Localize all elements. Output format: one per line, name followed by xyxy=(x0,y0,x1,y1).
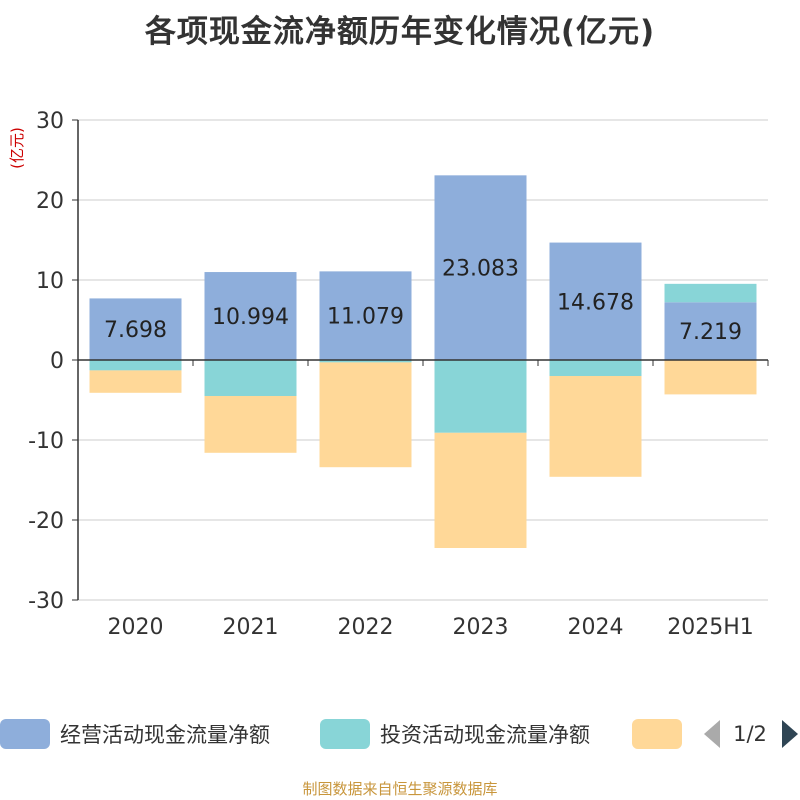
legend-swatch-operating xyxy=(0,719,50,749)
x-tick-label: 2024 xyxy=(568,615,624,640)
y-unit-label: (亿元) xyxy=(8,127,26,169)
x-tick-label: 2025H1 xyxy=(667,615,754,640)
bar-series0-2020[interactable] xyxy=(89,298,182,360)
y-tick-label: 0 xyxy=(50,349,64,374)
legend-label-operating: 经营活动现金流量净额 xyxy=(60,723,270,747)
bar-series1-2023[interactable] xyxy=(434,360,527,433)
y-tick-label: -20 xyxy=(28,509,64,534)
legend-page-indicator: 1/2 xyxy=(733,722,767,746)
grid-lines xyxy=(78,119,768,601)
data-label-2020: 7.698 xyxy=(104,318,167,343)
bar-series2-2023[interactable] xyxy=(434,432,527,548)
legend-swatch-investing xyxy=(320,719,370,749)
data-label-2023: 23.083 xyxy=(442,257,519,282)
source-note: 制图数据来自恒生聚源数据库 xyxy=(302,780,498,798)
y-tick-label: 10 xyxy=(36,269,64,294)
legend: 经营活动现金流量净额 投资活动现金流量净额 1/2 xyxy=(0,716,800,756)
bar-series1-2024[interactable] xyxy=(549,360,642,376)
x-tick-label: 2023 xyxy=(453,615,509,640)
bar-series1-2021[interactable] xyxy=(204,360,297,396)
x-tick-label: 2022 xyxy=(338,615,394,640)
data-label-2021: 10.994 xyxy=(212,305,289,330)
data-label-2024: 14.678 xyxy=(557,290,634,315)
legend-item-investing[interactable]: 投资活动现金流量净额 xyxy=(320,716,590,752)
bar-series2-2025H1[interactable] xyxy=(664,360,757,395)
y-tick-label: 20 xyxy=(36,189,64,214)
legend-prev-icon[interactable] xyxy=(704,720,720,748)
x-tick-label: 2020 xyxy=(108,615,164,640)
data-label-2022: 11.079 xyxy=(327,305,404,330)
axes: (亿元) 30 20 10 0 -10 -20 -30 2020 2021 2022 2023 2024… xyxy=(8,109,769,640)
bars xyxy=(89,175,757,548)
legend-next-icon[interactable] xyxy=(782,720,798,748)
legend-item-operating[interactable]: 经营活动现金流量净额 xyxy=(0,716,270,752)
data-labels: 7.698 10.994 11.079 23.083 14.678 7.219 xyxy=(104,257,742,345)
bar-series1-2022[interactable] xyxy=(319,360,412,363)
legend-pager: 1/2 xyxy=(704,720,798,748)
y-tick-label: -30 xyxy=(28,589,64,614)
legend-swatch-financing xyxy=(632,719,682,749)
bar-series2-2020[interactable] xyxy=(89,370,182,393)
x-tick-label: 2021 xyxy=(223,615,279,640)
bar-series0-2023[interactable] xyxy=(434,175,527,360)
chart-plot: (亿元) 30 20 10 0 -10 -20 -30 2020 2021 2022 2023 2024… xyxy=(8,109,769,640)
bar-series2-2024[interactable] xyxy=(549,376,642,477)
data-label-2025H1: 7.219 xyxy=(679,320,742,345)
bar-series2-2022[interactable] xyxy=(319,362,412,468)
legend-label-investing: 投资活动现金流量净额 xyxy=(380,723,590,747)
bar-series1-2020[interactable] xyxy=(89,360,182,371)
legend-item-financing[interactable] xyxy=(632,716,692,752)
bar-series2-2021[interactable] xyxy=(204,396,297,453)
bar-series0-2025H1[interactable] xyxy=(664,302,757,360)
bar-series1-2025H1[interactable] xyxy=(664,283,757,303)
y-tick-label: 30 xyxy=(36,109,64,134)
bar-series0-2021[interactable] xyxy=(204,272,297,360)
y-tick-label: -10 xyxy=(28,429,64,454)
chart-title: 各项现金流净额历年变化情况(亿元) xyxy=(144,14,656,50)
bar-series0-2024[interactable] xyxy=(549,242,642,360)
bar-series0-2022[interactable] xyxy=(319,271,412,360)
